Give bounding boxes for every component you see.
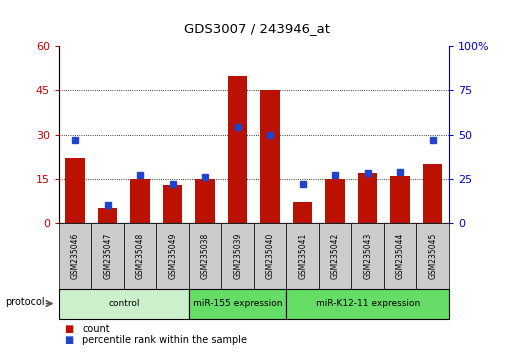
- Bar: [261, 90, 280, 223]
- Text: GSM235040: GSM235040: [266, 233, 274, 279]
- Text: ■: ■: [64, 335, 73, 345]
- Bar: [91, 223, 124, 289]
- Text: GSM235039: GSM235039: [233, 233, 242, 279]
- Text: GSM235048: GSM235048: [136, 233, 145, 279]
- Text: GSM235041: GSM235041: [298, 233, 307, 279]
- Bar: [124, 223, 156, 289]
- Text: GSM235049: GSM235049: [168, 233, 177, 279]
- Text: control: control: [108, 299, 140, 308]
- Bar: [59, 289, 189, 319]
- Bar: [189, 223, 222, 289]
- Bar: [423, 164, 442, 223]
- Text: GSM235044: GSM235044: [396, 233, 405, 279]
- Text: count: count: [82, 324, 110, 334]
- Text: GSM235042: GSM235042: [331, 233, 340, 279]
- Text: GSM235043: GSM235043: [363, 233, 372, 279]
- Bar: [319, 223, 351, 289]
- Bar: [286, 223, 319, 289]
- Bar: [325, 179, 345, 223]
- Bar: [98, 208, 117, 223]
- Bar: [293, 202, 312, 223]
- Text: miR-K12-11 expression: miR-K12-11 expression: [315, 299, 420, 308]
- Bar: [254, 223, 286, 289]
- Text: protocol: protocol: [5, 297, 45, 307]
- Bar: [390, 176, 410, 223]
- Bar: [163, 185, 183, 223]
- Text: GSM235046: GSM235046: [71, 233, 80, 279]
- Bar: [358, 173, 378, 223]
- Text: GSM235045: GSM235045: [428, 233, 437, 279]
- Text: miR-155 expression: miR-155 expression: [193, 299, 283, 308]
- Text: GDS3007 / 243946_at: GDS3007 / 243946_at: [184, 22, 329, 35]
- Bar: [384, 223, 417, 289]
- Bar: [351, 223, 384, 289]
- Text: GSM235038: GSM235038: [201, 233, 210, 279]
- Bar: [189, 289, 286, 319]
- Bar: [156, 223, 189, 289]
- Bar: [228, 75, 247, 223]
- Bar: [59, 223, 91, 289]
- Bar: [66, 158, 85, 223]
- Bar: [417, 223, 449, 289]
- Bar: [286, 289, 449, 319]
- Text: ■: ■: [64, 324, 73, 334]
- Bar: [195, 179, 215, 223]
- Bar: [130, 179, 150, 223]
- Text: percentile rank within the sample: percentile rank within the sample: [82, 335, 247, 345]
- Bar: [222, 223, 254, 289]
- Text: GSM235047: GSM235047: [103, 233, 112, 279]
